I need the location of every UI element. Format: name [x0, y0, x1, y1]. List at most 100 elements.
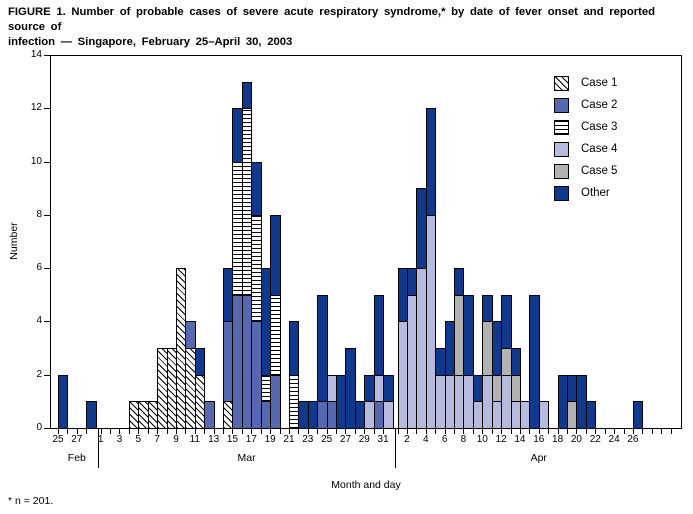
x-tick	[336, 429, 338, 434]
month-label-apr: Apr	[530, 452, 547, 464]
bar-segment-other	[270, 214, 281, 296]
x-tick	[614, 429, 616, 434]
legend-item-other: Other	[554, 185, 617, 201]
y-tick-label: 12	[30, 102, 42, 114]
x-tick-label: 16	[533, 434, 545, 445]
month-separator	[395, 428, 397, 468]
x-tick	[279, 429, 281, 434]
x-tick-label: 25	[52, 434, 64, 445]
x-tick	[632, 429, 634, 434]
x-tick	[298, 429, 300, 434]
month-label-feb: Feb	[67, 452, 86, 464]
x-tick-label: 27	[71, 434, 83, 445]
legend-swatch-case4-icon	[554, 141, 569, 157]
x-tick-label: 7	[154, 434, 160, 445]
x-tick	[444, 429, 446, 434]
x-tick	[623, 429, 625, 434]
bar-segment-other	[463, 294, 474, 376]
x-axis-title: Month and day	[331, 479, 401, 491]
y-tick	[44, 108, 50, 110]
x-tick	[307, 429, 309, 434]
x-tick	[491, 429, 493, 434]
x-tick	[642, 429, 644, 434]
x-tick-label: 24	[608, 434, 620, 445]
x-tick-label: 4	[423, 434, 429, 445]
x-tick	[76, 429, 78, 434]
legend-label-other: Other	[581, 187, 610, 199]
legend-label-case3: Case 3	[581, 121, 618, 133]
x-tick	[251, 429, 253, 434]
x-tick-label: 10	[476, 434, 488, 445]
x-tick	[425, 429, 427, 434]
legend-swatch-other-icon	[554, 185, 569, 201]
x-tick	[232, 429, 234, 434]
bar-segment-other	[241, 81, 253, 110]
x-tick-label: 2	[404, 434, 410, 445]
x-tick-label: 31	[377, 434, 389, 445]
x-tick	[175, 429, 177, 434]
x-tick-label: 22	[589, 434, 601, 445]
bar-segment-other	[251, 161, 262, 216]
x-tick-label: 23	[302, 434, 314, 445]
y-tick-label: 4	[36, 315, 42, 327]
y-tick	[44, 161, 50, 163]
x-tick	[138, 429, 140, 434]
x-tick-label: 6	[441, 434, 448, 445]
x-tick	[585, 429, 587, 434]
x-tick	[260, 429, 262, 434]
plot-area	[50, 55, 682, 429]
legend-item-case2: Case 2	[554, 97, 617, 113]
bar-segment-other	[529, 294, 540, 429]
bar-segment-case2	[185, 321, 196, 350]
x-tick	[373, 429, 375, 434]
x-tick-label: 17	[245, 434, 257, 445]
x-tick-label: 3	[116, 434, 123, 445]
legend-label-case1: Case 1	[581, 77, 618, 89]
x-tick	[223, 429, 225, 434]
legend-swatch-case5-icon	[554, 163, 569, 179]
bar-segment-other	[58, 374, 69, 429]
bar-segment-other	[510, 348, 521, 376]
x-tick	[548, 429, 550, 434]
x-tick-label: 21	[283, 434, 295, 445]
bar-segment-other	[585, 401, 597, 429]
x-tick	[58, 429, 59, 434]
y-tick-label: 10	[30, 155, 42, 167]
bar-segment-case4	[383, 401, 394, 429]
legend-swatch-case3-icon	[554, 119, 569, 135]
x-tick	[119, 429, 121, 434]
x-tick	[86, 429, 88, 434]
x-tick-label: 15	[226, 434, 239, 445]
x-tick-label: 18	[552, 434, 564, 445]
figure-title-line1: FIGURE 1. Number of probable cases of se…	[8, 6, 656, 33]
bar-segment-other	[373, 294, 385, 376]
y-tick	[44, 428, 50, 429]
figure-title-line2: infection — Singapore, February 25–April…	[8, 36, 293, 48]
x-tick	[557, 429, 559, 434]
bar-segment-other	[501, 294, 512, 350]
x-tick	[317, 429, 319, 434]
x-tick-label: 12	[495, 434, 507, 445]
x-tick	[519, 429, 521, 434]
x-tick-label: 19	[264, 434, 276, 445]
month-separator	[98, 428, 100, 468]
figure-title: FIGURE 1. Number of probable cases of se…	[8, 5, 687, 50]
x-tick-label: 5	[135, 434, 142, 445]
x-tick	[670, 429, 672, 434]
x-tick-label: 29	[358, 434, 370, 445]
x-tick	[326, 429, 328, 434]
x-tick	[651, 429, 653, 434]
y-tick	[44, 214, 50, 216]
x-tick-label: 9	[173, 434, 179, 445]
x-tick	[147, 429, 149, 434]
legend-label-case2: Case 2	[581, 99, 618, 111]
x-tick-label: 1	[97, 434, 104, 445]
x-tick-label: 13	[208, 434, 220, 445]
y-tick	[44, 268, 50, 270]
x-tick	[463, 429, 465, 434]
bar-segment-other	[86, 401, 97, 429]
y-tick-label: 14	[30, 49, 42, 60]
x-tick	[345, 429, 347, 434]
bar-segment-case2	[270, 374, 281, 429]
x-tick	[383, 429, 385, 434]
